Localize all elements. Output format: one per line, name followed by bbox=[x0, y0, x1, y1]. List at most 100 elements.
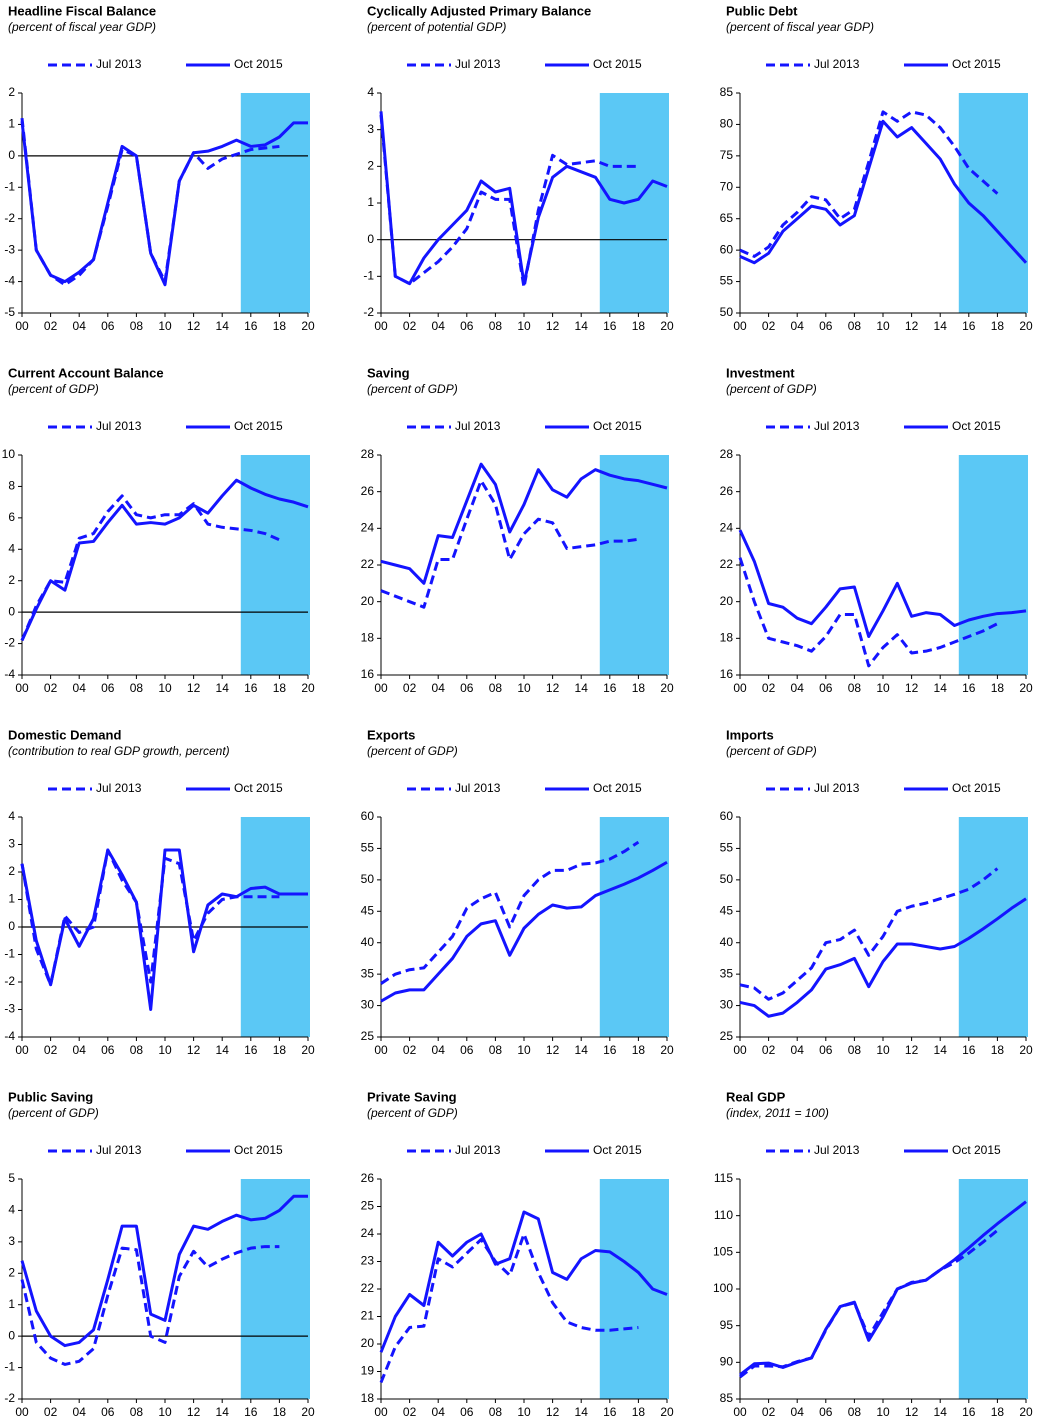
y-tick-label: 18 bbox=[361, 1391, 375, 1405]
x-tick-label: 08 bbox=[489, 681, 503, 695]
x-tick-label: 00 bbox=[733, 1405, 747, 1419]
x-tick-label: 16 bbox=[962, 319, 976, 333]
chart-subtitle: (percent of potential GDP) bbox=[367, 20, 506, 34]
y-tick-label: -1 bbox=[4, 179, 15, 193]
series-line bbox=[380, 462, 668, 585]
x-tick-label: 08 bbox=[130, 1405, 144, 1419]
y-tick-label: 55 bbox=[361, 841, 375, 855]
legend-label: Oct 2015 bbox=[952, 1143, 1001, 1157]
chart-subtitle: (percent of GDP) bbox=[8, 1106, 99, 1120]
y-tick-label: -2 bbox=[4, 211, 15, 225]
x-tick-label: 18 bbox=[273, 1043, 287, 1057]
chart-title: Real GDP bbox=[726, 1089, 786, 1104]
y-tick-label: 0 bbox=[367, 232, 374, 246]
y-tick-label: 75 bbox=[720, 148, 734, 162]
x-tick-label: 02 bbox=[44, 681, 58, 695]
x-tick-label: 18 bbox=[632, 681, 646, 695]
chart-title: Saving bbox=[367, 365, 410, 380]
projection-shade bbox=[240, 455, 310, 675]
x-tick-label: 10 bbox=[517, 1405, 531, 1419]
x-tick-label: 06 bbox=[101, 681, 115, 695]
x-tick-label: 18 bbox=[991, 681, 1005, 695]
chart-title: Headline Fiscal Balance bbox=[8, 3, 156, 18]
y-tick-label: 100 bbox=[713, 1281, 733, 1295]
x-tick-label: 08 bbox=[848, 681, 862, 695]
chart-title: Domestic Demand bbox=[8, 727, 121, 742]
y-tick-label: 24 bbox=[720, 521, 734, 535]
y-tick-label: -3 bbox=[4, 242, 15, 256]
y-tick-label: 50 bbox=[720, 305, 734, 319]
y-tick-label: 25 bbox=[361, 1029, 375, 1043]
y-tick-label: 18 bbox=[720, 631, 734, 645]
y-tick-label: 3 bbox=[8, 1234, 15, 1248]
x-tick-label: 16 bbox=[962, 681, 976, 695]
y-tick-label: 28 bbox=[720, 447, 734, 461]
x-tick-label: 20 bbox=[1019, 1043, 1033, 1057]
y-tick-label: 2 bbox=[367, 159, 374, 173]
x-tick-label: 20 bbox=[1019, 319, 1033, 333]
x-tick-label: 16 bbox=[603, 319, 617, 333]
y-tick-label: 90 bbox=[720, 1355, 734, 1369]
series-line bbox=[20, 1245, 280, 1366]
y-tick-label: -2 bbox=[4, 636, 15, 650]
y-tick-label: 60 bbox=[361, 809, 375, 823]
y-tick-label: 18 bbox=[361, 631, 375, 645]
y-tick-label: 8 bbox=[8, 479, 15, 493]
legend-label: Oct 2015 bbox=[234, 419, 283, 433]
legend-label: Jul 2013 bbox=[455, 57, 501, 71]
x-tick-label: 18 bbox=[632, 319, 646, 333]
y-tick-label: 25 bbox=[720, 1029, 734, 1043]
y-tick-label: -4 bbox=[4, 1029, 15, 1043]
y-tick-label: 2 bbox=[8, 85, 15, 99]
series-line bbox=[20, 1194, 308, 1348]
chart-panel: Public Debt (percent of fiscal year GDP) J… bbox=[720, 3, 1033, 333]
x-tick-label: 14 bbox=[575, 1405, 589, 1419]
projection-shade bbox=[958, 1179, 1028, 1399]
x-tick-label: 08 bbox=[489, 1405, 503, 1419]
legend-label: Jul 2013 bbox=[96, 781, 142, 795]
x-tick-label: 00 bbox=[733, 681, 747, 695]
x-tick-label: 04 bbox=[791, 319, 805, 333]
x-tick-label: 12 bbox=[905, 1043, 919, 1057]
x-tick-label: 14 bbox=[216, 681, 230, 695]
x-tick-label: 14 bbox=[934, 319, 948, 333]
legend-label: Jul 2013 bbox=[455, 781, 501, 795]
series-line bbox=[379, 1210, 668, 1353]
legend-label: Jul 2013 bbox=[814, 57, 860, 71]
y-tick-label: 24 bbox=[361, 1226, 375, 1240]
y-tick-label: 85 bbox=[720, 85, 734, 99]
chart-subtitle: (percent of fiscal year GDP) bbox=[726, 20, 874, 34]
y-tick-label: -3 bbox=[4, 1002, 15, 1016]
x-tick-label: 10 bbox=[158, 319, 172, 333]
y-tick-label: 1 bbox=[8, 117, 15, 131]
y-tick-label: 70 bbox=[720, 179, 734, 193]
series-line bbox=[20, 478, 309, 642]
series-line bbox=[739, 119, 1028, 265]
x-tick-label: 10 bbox=[158, 681, 172, 695]
x-tick-label: 02 bbox=[403, 319, 417, 333]
chart-panel: Private Saving (percent of GDP) Jul 2013 Oc… bbox=[361, 1089, 674, 1419]
x-tick-label: 00 bbox=[374, 681, 388, 695]
x-tick-label: 10 bbox=[876, 681, 890, 695]
y-tick-label: 20 bbox=[361, 1336, 375, 1350]
chart-panel: Cyclically Adjusted Primary Balance (perc… bbox=[363, 3, 674, 333]
x-tick-label: 16 bbox=[244, 1405, 258, 1419]
x-tick-label: 20 bbox=[301, 681, 315, 695]
x-tick-label: 04 bbox=[432, 681, 446, 695]
y-tick-label: 19 bbox=[361, 1364, 375, 1378]
y-tick-label: 26 bbox=[720, 484, 734, 498]
x-tick-label: 06 bbox=[101, 1043, 115, 1057]
x-tick-label: 04 bbox=[432, 1043, 446, 1057]
chart-subtitle: (percent of GDP) bbox=[726, 382, 817, 396]
chart-subtitle: (contribution to real GDP growth, percen… bbox=[8, 744, 230, 758]
y-tick-label: 0 bbox=[8, 919, 15, 933]
x-tick-label: 20 bbox=[301, 1405, 315, 1419]
chart-panel: Real GDP (index, 2011 = 100) Jul 2013 Oct 2… bbox=[713, 1089, 1033, 1419]
series-line bbox=[738, 557, 999, 668]
x-tick-label: 12 bbox=[546, 1043, 560, 1057]
x-tick-label: 02 bbox=[44, 1405, 58, 1419]
y-tick-label: 26 bbox=[361, 484, 375, 498]
x-tick-label: 02 bbox=[762, 319, 776, 333]
y-tick-label: 5 bbox=[8, 1171, 15, 1185]
